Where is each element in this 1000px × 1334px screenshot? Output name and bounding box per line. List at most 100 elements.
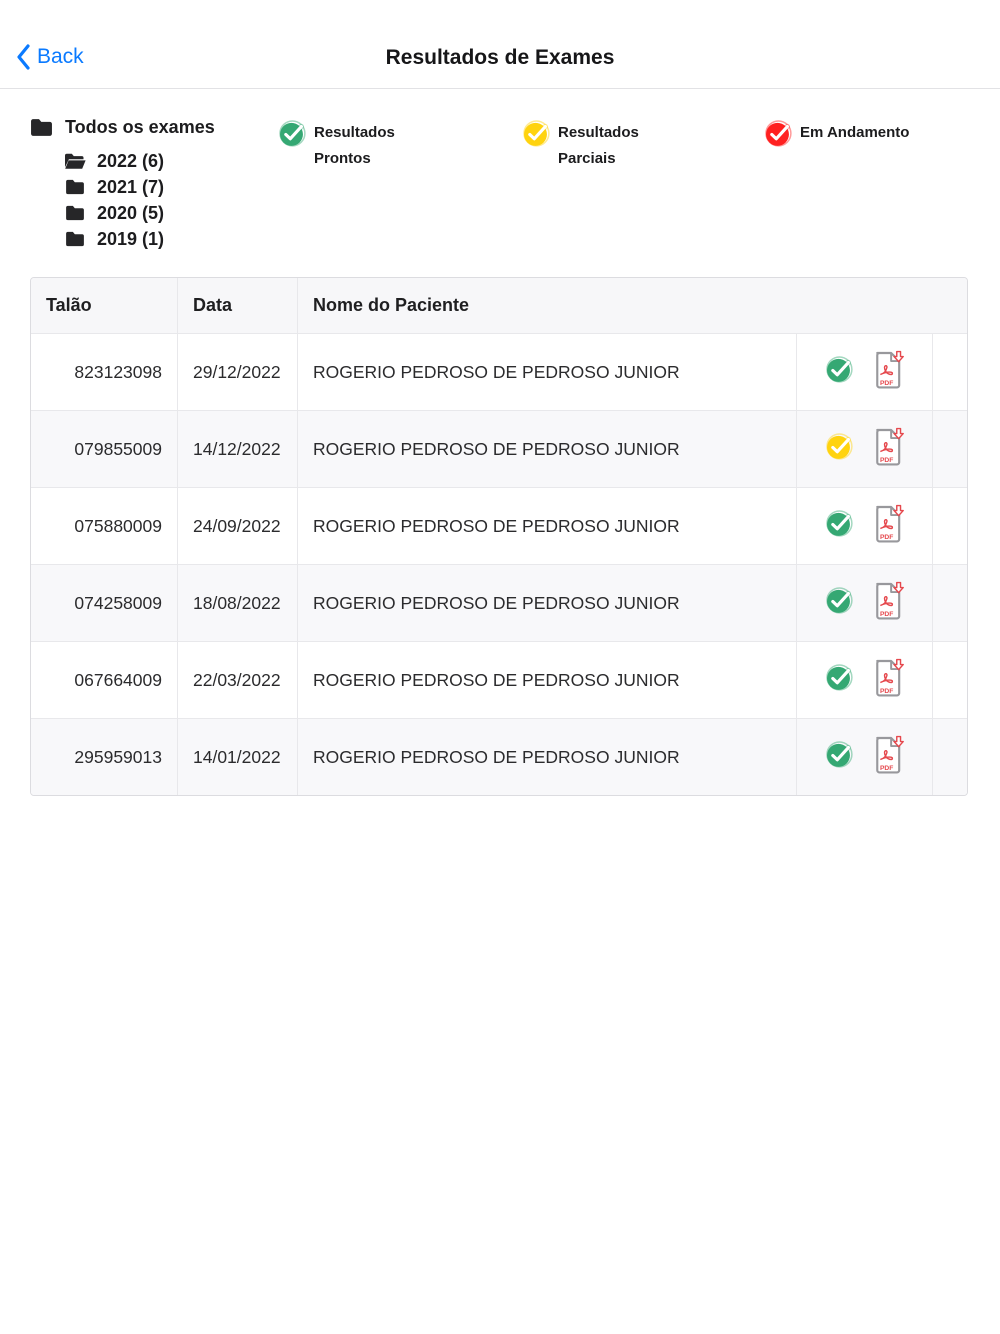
row-pdf-button[interactable]: PDF (871, 734, 905, 781)
cell-actions: PDF (797, 411, 933, 487)
back-label: Back (37, 45, 84, 68)
cell-spacer (933, 334, 967, 410)
chevron-left-icon (17, 44, 30, 70)
status-check-icon (279, 120, 306, 147)
folder-closed-icon (64, 205, 86, 221)
table-row[interactable]: 295959013 14/01/2022 ROGERIO PEDROSO DE … (31, 718, 967, 795)
column-header-actions (797, 278, 933, 333)
column-header-talao: Talão (31, 278, 178, 333)
results-table: Talão Data Nome do Paciente 823123098 29… (30, 277, 968, 796)
cell-nome: ROGERIO PEDROSO DE PEDROSO JUNIOR (298, 719, 797, 795)
legend-in-progress: Em Andamento (763, 119, 909, 154)
legend-partial-icon (521, 119, 551, 154)
cell-spacer (933, 642, 967, 718)
folder-closed-icon (64, 231, 86, 247)
cell-nome: ROGERIO PEDROSO DE PEDROSO JUNIOR (298, 642, 797, 718)
status-check-icon (826, 432, 853, 460)
legend-label-line1: Em Andamento (800, 124, 910, 141)
cell-nome: ROGERIO PEDROSO DE PEDROSO JUNIOR (298, 488, 797, 564)
tree-item-year-2019[interactable]: 2019 (1) (64, 226, 164, 252)
cell-actions: PDF (797, 565, 933, 641)
cell-nome: ROGERIO PEDROSO DE PEDROSO JUNIOR (298, 411, 797, 487)
row-status-icon (824, 586, 854, 621)
table-row[interactable]: 067664009 22/03/2022 ROGERIO PEDROSO DE … (31, 641, 967, 718)
tree-item-all-exams[interactable]: Todos os exames (30, 117, 215, 138)
tree-item-year-2021[interactable]: 2021 (7) (64, 174, 164, 200)
row-pdf-button[interactable]: PDF (871, 426, 905, 473)
svg-text:PDF: PDF (880, 456, 893, 463)
cell-spacer (933, 488, 967, 564)
cell-data: 29/12/2022 (178, 334, 298, 410)
cell-data: 24/09/2022 (178, 488, 298, 564)
cell-spacer (933, 565, 967, 641)
status-check-icon (826, 586, 853, 614)
cell-data: 22/03/2022 (178, 642, 298, 718)
column-header-spacer (933, 278, 967, 333)
cell-actions: PDF (797, 488, 933, 564)
folder-closed-icon (64, 179, 86, 195)
filters-and-legend: Todos os exames 2022 (6) 202 (0, 90, 1000, 277)
row-status-icon (824, 509, 854, 544)
pdf-download-icon[interactable]: PDF (871, 426, 905, 468)
cell-nome: ROGERIO PEDROSO DE PEDROSO JUNIOR (298, 565, 797, 641)
pdf-download-icon[interactable]: PDF (871, 580, 905, 622)
cell-data: 14/01/2022 (178, 719, 298, 795)
cell-actions: PDF (797, 642, 933, 718)
tree-item-year-2020[interactable]: 2020 (5) (64, 200, 164, 226)
cell-talao: 295959013 (31, 719, 178, 795)
status-check-icon (523, 120, 550, 147)
row-pdf-button[interactable]: PDF (871, 349, 905, 396)
cell-data: 18/08/2022 (178, 565, 298, 641)
tree-item-label: 2022 (6) (97, 150, 165, 171)
pdf-download-icon[interactable]: PDF (871, 349, 905, 391)
legend-ready-icon (277, 119, 307, 154)
tree-item-label: 2019 (1) (97, 228, 165, 249)
folder-closed-icon (31, 119, 52, 136)
legend-results-partial: Resultados Parciais (521, 119, 639, 172)
cell-talao: 075880009 (31, 488, 178, 564)
status-check-icon (826, 509, 853, 537)
tree-item-label: Todos os exames (65, 117, 215, 137)
cell-spacer (933, 719, 967, 795)
cell-actions: PDF (797, 334, 933, 410)
tree-item-label: 2021 (7) (97, 176, 165, 197)
tree-year-list: 2022 (6) 2021 (7) 2020 (5) 2019 (1) (64, 148, 164, 252)
table-row[interactable]: 079855009 14/12/2022 ROGERIO PEDROSO DE … (31, 410, 967, 487)
svg-text:PDF: PDF (880, 379, 893, 386)
page-title: Resultados de Exames (385, 46, 615, 69)
row-status-icon (824, 432, 854, 467)
cell-spacer (933, 411, 967, 487)
svg-text:PDF: PDF (880, 610, 893, 617)
cell-data: 14/12/2022 (178, 411, 298, 487)
svg-text:PDF: PDF (880, 764, 893, 771)
tree-item-year-2022[interactable]: 2022 (6) (64, 148, 164, 174)
status-check-icon (826, 740, 853, 768)
navbar: Back Resultados de Exames (0, 0, 1000, 89)
row-pdf-button[interactable]: PDF (871, 657, 905, 704)
pdf-download-icon[interactable]: PDF (871, 657, 905, 699)
legend-label-line1: Resultados (558, 124, 639, 141)
row-status-icon (824, 355, 854, 390)
cell-talao: 067664009 (31, 642, 178, 718)
legend-label-line2: Parciais (558, 150, 616, 167)
table-row[interactable]: 075880009 24/09/2022 ROGERIO PEDROSO DE … (31, 487, 967, 564)
column-header-data: Data (178, 278, 298, 333)
status-check-icon (826, 355, 853, 383)
status-check-icon (826, 663, 853, 691)
cell-talao: 823123098 (31, 334, 178, 410)
legend-results-ready: Resultados Prontos (277, 119, 395, 172)
legend-in-progress-icon (763, 119, 793, 154)
folder-open-icon (64, 153, 86, 170)
back-button[interactable]: Back (16, 44, 84, 70)
pdf-download-icon[interactable]: PDF (871, 503, 905, 545)
table-row[interactable]: 823123098 29/12/2022 ROGERIO PEDROSO DE … (31, 333, 967, 410)
cell-actions: PDF (797, 719, 933, 795)
row-pdf-button[interactable]: PDF (871, 580, 905, 627)
table-header-row: Talão Data Nome do Paciente (31, 278, 967, 333)
table-row[interactable]: 074258009 18/08/2022 ROGERIO PEDROSO DE … (31, 564, 967, 641)
row-pdf-button[interactable]: PDF (871, 503, 905, 550)
pdf-download-icon[interactable]: PDF (871, 734, 905, 776)
row-status-icon (824, 663, 854, 698)
svg-text:PDF: PDF (880, 687, 893, 694)
